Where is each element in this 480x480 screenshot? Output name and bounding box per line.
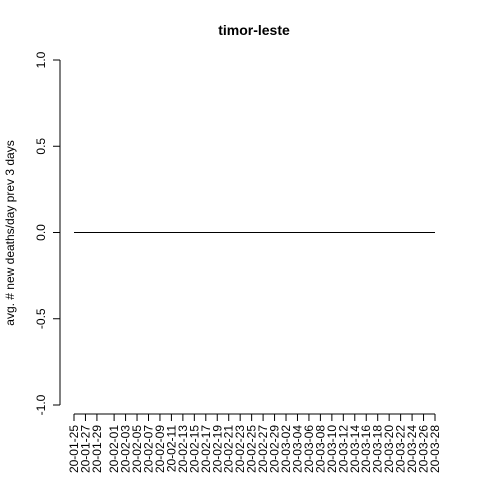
x-tick-label: 20-02-27: [256, 425, 270, 473]
y-tick-label: 0.5: [34, 138, 48, 155]
x-tick-label: 20-03-20: [382, 425, 396, 473]
x-tick-label: 20-03-12: [336, 425, 350, 473]
x-tick-label: 20-03-22: [394, 425, 408, 473]
x-tick-label: 20-01-29: [90, 425, 104, 473]
x-tick-label: 20-03-26: [417, 425, 431, 473]
x-tick-label: 20-01-27: [78, 425, 92, 473]
x-tick-label: 20-02-03: [119, 425, 133, 473]
x-tick-label: 20-02-07: [141, 425, 155, 473]
x-tick-label: 20-02-25: [245, 425, 259, 473]
y-tick-label: 0.0: [34, 224, 48, 241]
x-tick-label: 20-02-05: [130, 425, 144, 473]
y-tick-label: 1.0: [34, 51, 48, 68]
x-tick-label: 20-01-25: [67, 425, 81, 473]
x-tick-label: 20-02-29: [268, 425, 282, 473]
y-axis: -1.0 -0.5 0.0 0.5 1.0: [34, 51, 61, 415]
x-tick-label: 20-03-28: [428, 425, 442, 473]
x-tick-label: 20-02-23: [233, 425, 247, 473]
x-tick-label: 20-02-15: [187, 425, 201, 473]
x-tick-label: 20-03-14: [348, 425, 362, 473]
x-tick-label: 20-03-02: [279, 425, 293, 473]
x-tick-label: 20-02-11: [164, 425, 178, 472]
x-tick-label: 20-03-06: [302, 425, 316, 473]
x-tick-label: 20-03-08: [313, 425, 327, 473]
x-tick-label: 20-02-17: [199, 425, 213, 473]
x-tick-label: 20-03-16: [359, 425, 373, 473]
x-tick-label: 20-03-10: [325, 425, 339, 473]
y-axis-label: avg. # new deaths/day prev 3 days: [3, 140, 17, 325]
x-tick-label: 20-02-13: [176, 425, 190, 473]
x-tick-label: 20-02-21: [222, 425, 236, 473]
chart-title: timor-leste: [218, 22, 290, 38]
x-tick-label: 20-03-04: [290, 425, 304, 473]
x-tick-label: 20-03-24: [405, 425, 419, 473]
x-tick-label: 20-02-09: [153, 425, 167, 473]
y-tick-label: -1.0: [34, 394, 48, 415]
x-tick-label: 20-02-19: [210, 425, 224, 473]
x-tick-label: 20-02-01: [107, 425, 121, 473]
y-tick-label: -0.5: [34, 308, 48, 329]
x-tick-label: 20-03-18: [371, 425, 385, 473]
